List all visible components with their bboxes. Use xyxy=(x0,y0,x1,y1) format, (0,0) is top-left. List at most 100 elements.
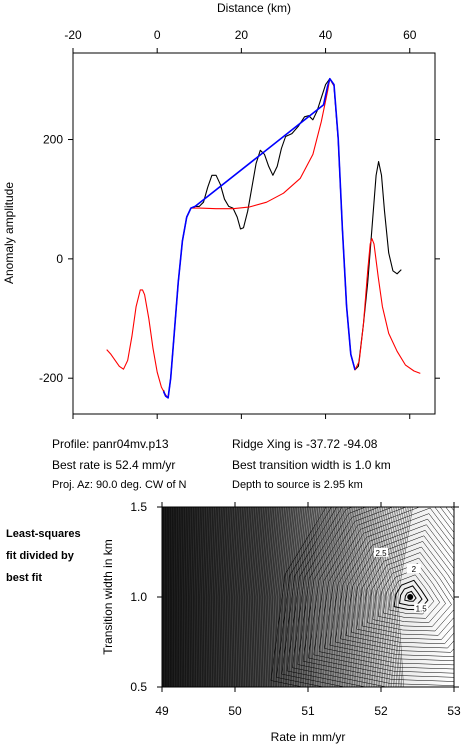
y-tick-label: 1.5 xyxy=(130,500,147,514)
contour-line xyxy=(278,507,287,687)
contour-line xyxy=(227,507,233,687)
contour-line xyxy=(179,507,182,687)
contour-line xyxy=(239,507,245,687)
contour-line xyxy=(300,507,310,687)
contour-line xyxy=(197,507,201,687)
profile-x-axis-title: Distance (km) xyxy=(217,1,291,15)
contour-ring xyxy=(388,574,435,615)
contour-line xyxy=(240,507,247,687)
contour-line xyxy=(188,507,191,687)
contour-line xyxy=(267,507,275,687)
contour-line xyxy=(230,507,236,687)
x-tick-label: 53 xyxy=(447,704,461,718)
contour-line xyxy=(183,507,185,687)
contour-line xyxy=(257,507,264,687)
contour-line xyxy=(389,507,405,687)
contour-line xyxy=(219,507,224,687)
misfit-ticks: 49 50 51 52 53 0.5 1.0 1.5 xyxy=(130,500,461,718)
x-tick-label: 49 xyxy=(155,704,169,718)
contour-line xyxy=(325,507,336,687)
contour-ring xyxy=(292,507,388,687)
contour-line xyxy=(221,507,226,687)
profile-name: Profile: panr04mv.p13 xyxy=(52,437,169,451)
x-tick-label: 60 xyxy=(403,28,417,42)
contour-ring xyxy=(313,507,454,674)
contour-line xyxy=(184,507,187,687)
contour-line xyxy=(255,507,263,687)
y-tick-label: 1.0 xyxy=(130,590,147,604)
contour-line xyxy=(346,507,359,687)
contour-line xyxy=(262,507,270,687)
contour-line xyxy=(295,507,305,687)
contour-ring xyxy=(377,563,446,623)
contour-line xyxy=(282,507,291,687)
contour-line xyxy=(374,507,389,687)
contour-line xyxy=(229,507,235,687)
contour-line xyxy=(356,507,370,687)
x-tick-label: 20 xyxy=(235,28,249,42)
profile-line xyxy=(162,78,402,399)
x-tick-label: 40 xyxy=(319,28,333,42)
profile-lines xyxy=(106,77,421,399)
contour-line xyxy=(275,507,284,687)
y-tick-label: 200 xyxy=(43,133,63,147)
x-tick-label: -20 xyxy=(64,28,82,42)
contour-line xyxy=(193,507,196,687)
contour-line xyxy=(234,507,240,687)
contour-label: 1.5 xyxy=(416,605,428,614)
contour-line xyxy=(386,507,401,687)
contour-line xyxy=(367,507,382,687)
contour-line xyxy=(339,507,352,687)
y-tick-label: 0 xyxy=(56,252,63,266)
x-tick-label: 52 xyxy=(374,704,388,718)
contour-line xyxy=(171,507,173,687)
profile-line xyxy=(106,78,421,399)
contour-line xyxy=(252,507,259,687)
contour-line xyxy=(308,507,319,687)
contour-line xyxy=(292,507,301,687)
contour-line xyxy=(334,507,347,687)
contour-ring xyxy=(356,541,454,640)
contour-line xyxy=(191,507,194,687)
contour-line xyxy=(364,507,378,687)
contour-ring xyxy=(345,529,454,649)
profile-plot-frame xyxy=(72,52,436,415)
contour-line xyxy=(199,507,203,687)
contour-line xyxy=(153,507,154,687)
contour-line xyxy=(290,507,299,687)
contour-line xyxy=(280,507,289,687)
contour-line xyxy=(379,507,394,687)
contour-line xyxy=(387,507,403,687)
contour-line xyxy=(169,507,171,687)
contour-line xyxy=(186,507,189,687)
contour-ring xyxy=(308,507,454,678)
contour-line xyxy=(216,507,221,687)
contour-label: 2.5 xyxy=(375,549,387,558)
contour-line xyxy=(273,507,282,687)
contour-line xyxy=(259,507,266,687)
contour-ring xyxy=(398,585,423,607)
contour-line xyxy=(270,507,278,687)
contour-line xyxy=(328,507,340,687)
contour-ring xyxy=(367,552,454,632)
contour-line xyxy=(217,507,222,687)
contour-line xyxy=(293,507,303,687)
contour-line xyxy=(333,507,345,687)
contour-line xyxy=(194,507,198,687)
contour-line xyxy=(329,507,342,687)
best-transition-width: Best transition width is 1.0 km xyxy=(232,458,391,472)
contour-label: 2 xyxy=(412,565,417,574)
contour-ring xyxy=(334,518,454,657)
profile-line xyxy=(162,77,356,399)
misfit-contour-field xyxy=(153,507,454,687)
contour-ring xyxy=(340,524,454,653)
contour-line xyxy=(173,507,175,687)
contour-line xyxy=(244,507,250,687)
contour-ring xyxy=(302,507,454,682)
contour-line xyxy=(196,507,199,687)
contour-label-bg xyxy=(406,564,421,573)
contour-line xyxy=(265,507,273,687)
contour-ring xyxy=(383,568,441,619)
ridge-crossing: Ridge Xing is -37.72 -94.08 xyxy=(232,437,378,451)
contour-line xyxy=(237,507,243,687)
